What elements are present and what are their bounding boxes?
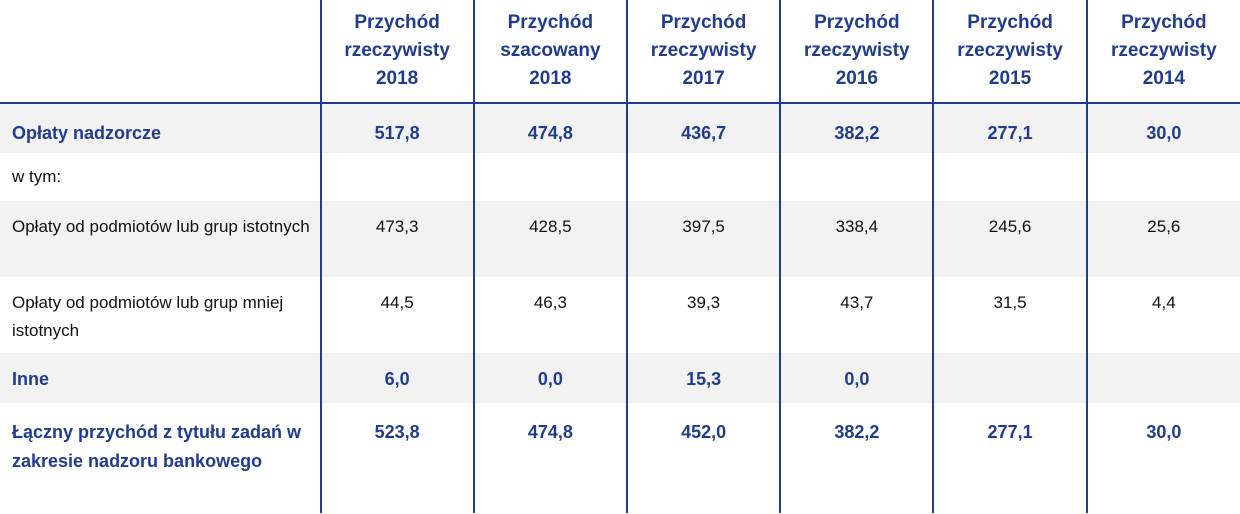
- table-cell: 473,3: [319, 201, 474, 277]
- table-cell: 474,8: [472, 403, 627, 513]
- table-cell: 46,3: [472, 277, 627, 353]
- table-row-other: Inne 6,0 0,0 15,3 0,0: [0, 353, 1240, 403]
- table-cell: 452,0: [625, 403, 781, 513]
- table-cell: [319, 153, 474, 201]
- table-cell: 6,0: [319, 353, 474, 403]
- header-row: Przychód rzeczywisty 2018 Przychód szaco…: [0, 0, 1240, 104]
- table-cell: [932, 353, 1087, 403]
- table-cell: 428,5: [472, 201, 627, 277]
- header-cell: Przychód rzeczywisty 2016: [779, 0, 934, 104]
- header-line: Przychód: [507, 12, 594, 33]
- table-cell: 517,8: [319, 103, 474, 153]
- table-cell: 277,1: [932, 403, 1087, 513]
- table-cell: [1085, 353, 1240, 403]
- table-cell: 25,6: [1085, 201, 1240, 277]
- row-label: Opłaty nadzorcze: [0, 103, 321, 153]
- table-cell: 245,6: [932, 201, 1087, 277]
- table-row-supervisory-fees: Opłaty nadzorcze 517,8 474,8 436,7 382,2…: [0, 103, 1240, 153]
- header-cell: Przychód szacowany 2018: [472, 0, 627, 104]
- table-cell: 30,0: [1085, 403, 1240, 513]
- table-cell: 0,0: [472, 353, 627, 403]
- table-cell: 4,4: [1085, 277, 1240, 353]
- header-line: Przychód: [814, 12, 900, 33]
- table-cell: [779, 153, 934, 201]
- table-cell: 436,7: [625, 103, 781, 153]
- table-cell: 397,5: [625, 201, 781, 277]
- table-cell: 338,4: [779, 201, 934, 277]
- header-cell: Przychód rzeczywisty 2015: [932, 0, 1087, 104]
- header-line: rzeczywisty: [1111, 40, 1217, 61]
- table-row-total: Łączny przychód z tytułu zadań w zakresi…: [0, 403, 1240, 513]
- table-cell: 277,1: [932, 103, 1087, 153]
- header-line: Przychód: [1121, 12, 1207, 33]
- header-line: 2018: [529, 68, 572, 89]
- table-cell: 31,5: [932, 277, 1087, 353]
- table-cell: 15,3: [625, 353, 781, 403]
- header-line: 2014: [1142, 68, 1185, 89]
- table-cell: 44,5: [319, 277, 474, 353]
- row-label: Opłaty od podmiotów lub grup mniej istot…: [12, 293, 284, 340]
- table-row-significant-entities: Opłaty od podmiotów lub grup istotnych 4…: [0, 201, 1240, 277]
- row-label: w tym:: [12, 167, 62, 186]
- table-cell: 0,0: [779, 353, 934, 403]
- row-label: Łączny przychód z tytułu zadań w zakresi…: [12, 422, 302, 471]
- header-line: szacowany: [500, 40, 601, 61]
- header-line: rzeczywisty: [957, 40, 1063, 61]
- table-cell: [625, 153, 781, 201]
- table-cell: [932, 153, 1087, 201]
- header-line: rzeczywisty: [344, 40, 450, 61]
- header-line: rzeczywisty: [650, 40, 757, 61]
- header-cell: Przychód rzeczywisty 2014: [1085, 0, 1240, 104]
- header-line: Przychód: [354, 12, 440, 33]
- table-cell: 474,8: [472, 103, 627, 153]
- header-line: rzeczywisty: [804, 40, 910, 61]
- header-line: 2018: [375, 68, 419, 89]
- table-cell: 382,2: [779, 403, 934, 513]
- header-blank-cell: [0, 0, 321, 104]
- row-label: Inne: [0, 353, 321, 403]
- table-cell: 39,3: [625, 277, 781, 353]
- header-line: Przychód: [660, 12, 747, 33]
- table-row-of-which: w tym:: [0, 153, 1240, 201]
- table-cell: [1085, 153, 1240, 201]
- table-cell: [472, 153, 627, 201]
- header-line: Przychód: [967, 12, 1053, 33]
- table-cell: 523,8: [319, 403, 474, 513]
- header-line: 2017: [682, 68, 725, 89]
- table-cell: 30,0: [1085, 103, 1240, 153]
- table-cell: 43,7: [779, 277, 934, 353]
- row-label: Opłaty od podmiotów lub grup istotnych: [0, 201, 321, 277]
- header-line: 2015: [988, 68, 1032, 89]
- header-cell: Przychód rzeczywisty 2017: [625, 0, 781, 104]
- header-line: 2016: [835, 68, 878, 89]
- header-cell: Przychód rzeczywisty 2018: [319, 0, 474, 104]
- table-row-less-significant-entities: Opłaty od podmiotów lub grup mniej istot…: [0, 277, 1240, 353]
- table-cell: 382,2: [779, 103, 934, 153]
